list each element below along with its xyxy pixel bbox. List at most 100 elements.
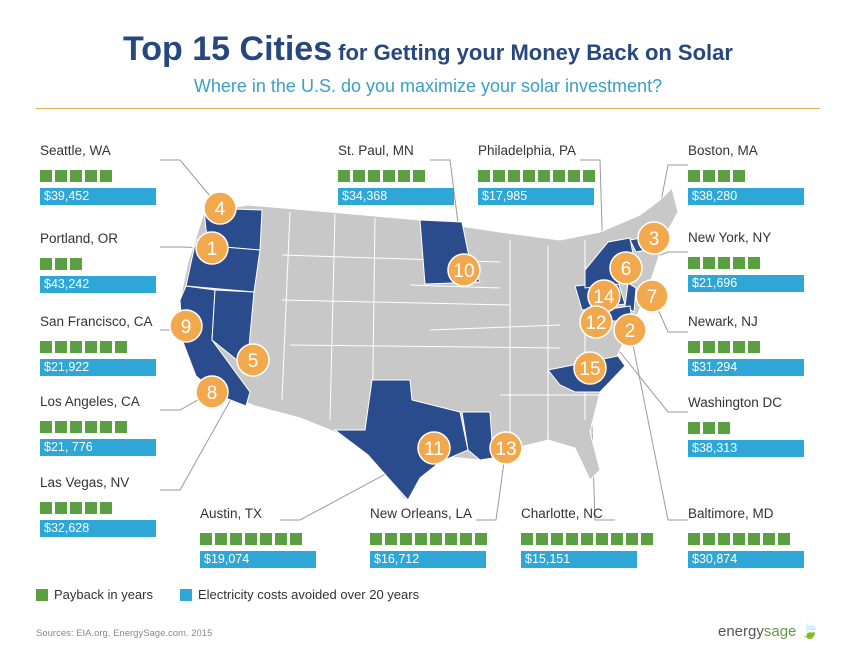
rank-marker-circle xyxy=(637,221,671,255)
rank-marker-circle xyxy=(195,231,229,265)
rank-marker-circle xyxy=(203,191,237,225)
title-rest: for Getting your Money Back on Solar xyxy=(338,40,733,65)
payback-square xyxy=(553,170,565,182)
payback-square xyxy=(200,533,212,545)
rank-marker-circle xyxy=(613,313,647,347)
leader-line xyxy=(160,159,221,209)
rank-marker: 13 xyxy=(489,431,523,465)
payback-square xyxy=(748,257,760,269)
city-name: New York, NY xyxy=(688,230,772,245)
legend-cost-label: Electricity costs avoided over 20 years xyxy=(198,587,420,602)
payback-square xyxy=(568,170,580,182)
rank-number: 1 xyxy=(207,239,218,260)
payback-square xyxy=(40,258,52,270)
leader-line xyxy=(629,329,688,521)
payback-square xyxy=(70,421,82,433)
city-name: Baltimore, MD xyxy=(688,506,774,521)
payback-square xyxy=(100,502,112,514)
rank-marker-circle xyxy=(609,251,643,285)
payback-square xyxy=(551,533,563,545)
payback-square xyxy=(260,533,272,545)
payback-square xyxy=(718,170,730,182)
cost-avoided-bar: $16,712 xyxy=(370,551,486,568)
legend-payback-swatch xyxy=(36,589,48,601)
legend-payback-label: Payback in years xyxy=(54,587,153,602)
payback-square xyxy=(415,533,427,545)
rank-marker: 14 xyxy=(587,279,621,313)
payback-square xyxy=(460,533,472,545)
payback-square xyxy=(55,170,67,182)
rank-number: 14 xyxy=(593,287,615,308)
payback-square xyxy=(718,341,730,353)
cost-avoided-bar: $39,452 xyxy=(40,188,156,205)
payback-square xyxy=(245,533,257,545)
chart-title: Top 15 Cities for Getting your Money Back… xyxy=(0,30,856,69)
city-name: Boston, MA xyxy=(688,143,758,158)
city-name: New Orleans, LA xyxy=(370,506,473,521)
payback-square xyxy=(400,533,412,545)
payback-square xyxy=(778,533,790,545)
rank-marker: 4 xyxy=(203,191,237,225)
city-name: Portland, OR xyxy=(40,231,119,246)
payback-square xyxy=(583,170,595,182)
payback-square xyxy=(398,170,410,182)
cost-avoided-bar: $38,313 xyxy=(688,440,804,457)
legend-cost-swatch xyxy=(180,589,192,601)
rank-number: 6 xyxy=(621,259,632,280)
payback-square xyxy=(70,341,82,353)
cost-avoided-bar: $34,368 xyxy=(338,188,454,205)
payback-square xyxy=(521,533,533,545)
payback-square xyxy=(718,533,730,545)
cost-avoided-bar: $21,922 xyxy=(40,359,156,376)
brand-sage: sage xyxy=(763,623,797,640)
source-note: Sources: EIA.org, EnergySage.com. 2015 xyxy=(36,628,213,639)
city-name: Washington DC xyxy=(688,395,783,410)
payback-square xyxy=(763,533,775,545)
payback-square xyxy=(70,502,82,514)
payback-square xyxy=(566,533,578,545)
city-name: San Francisco, CA xyxy=(40,314,153,329)
cost-avoided-bar: $30,874 xyxy=(688,551,804,568)
payback-square xyxy=(478,170,490,182)
payback-square xyxy=(445,533,457,545)
rank-marker-circle xyxy=(579,305,613,339)
rank-marker: 2 xyxy=(613,313,647,347)
payback-square xyxy=(85,341,97,353)
payback-square xyxy=(703,422,715,434)
payback-square xyxy=(40,502,52,514)
payback-square xyxy=(40,341,52,353)
rank-number: 13 xyxy=(495,439,516,460)
leaf-icon: 🍃 xyxy=(800,623,820,640)
payback-square xyxy=(718,422,730,434)
payback-square xyxy=(596,533,608,545)
payback-square xyxy=(70,258,82,270)
payback-square xyxy=(703,257,715,269)
state-new-jersey xyxy=(624,282,637,313)
payback-square xyxy=(475,533,487,545)
payback-square xyxy=(748,341,760,353)
rank-marker: 9 xyxy=(169,309,203,343)
state-texas xyxy=(333,379,469,501)
payback-square xyxy=(688,533,700,545)
rank-number: 4 xyxy=(215,199,226,220)
cost-avoided-bar: $38,280 xyxy=(688,188,804,205)
rank-number: 5 xyxy=(248,351,259,372)
payback-square xyxy=(230,533,242,545)
rank-markers: 4 1 9 8 5 10 14 367 12 11 13 15 2 xyxy=(169,191,671,465)
leader-line xyxy=(595,321,688,413)
rank-number: 15 xyxy=(579,359,600,380)
payback-square xyxy=(85,502,97,514)
rank-marker-circle xyxy=(635,279,669,313)
payback-square xyxy=(55,421,67,433)
payback-square xyxy=(55,341,67,353)
payback-square xyxy=(353,170,365,182)
brand-energy: energy xyxy=(718,623,764,640)
rank-marker-circle xyxy=(573,351,607,385)
rank-marker: 6 xyxy=(609,251,643,285)
payback-square xyxy=(100,421,112,433)
cost-avoided-bar: $31,294 xyxy=(688,359,804,376)
header-divider xyxy=(36,108,820,109)
rank-marker-circle xyxy=(489,431,523,465)
rank-number: 10 xyxy=(453,261,474,282)
payback-square xyxy=(508,170,520,182)
